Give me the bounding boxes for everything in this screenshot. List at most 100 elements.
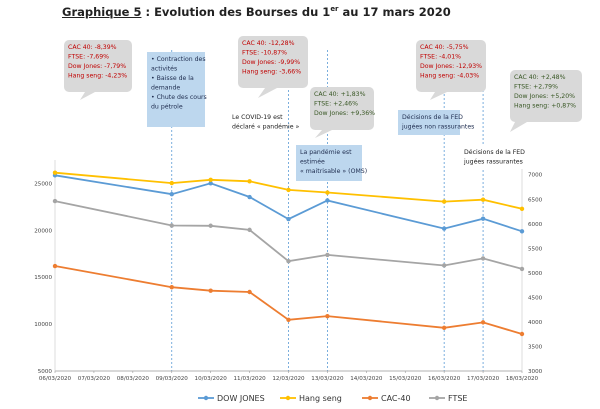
annotation-box-9: Décisions de la FED jugées rassurantes — [460, 145, 525, 169]
annotation-text: • Chute des cours — [151, 94, 207, 101]
x-tick-label: 15/03/2020 — [389, 376, 422, 382]
right-tick-label: 4500 — [528, 295, 543, 301]
data-point-hang-seng — [325, 190, 330, 195]
legend-marker-hang-seng — [285, 395, 291, 401]
annotation-text: Hang seng: -4,03% — [420, 73, 479, 80]
data-point-cac-40 — [208, 288, 213, 293]
legend-label-hang-seng: Hang seng — [299, 394, 342, 403]
annotation-text: estimée — [300, 158, 325, 166]
x-tick-label: 07/03/2020 — [78, 376, 111, 382]
data-point-cac-40 — [286, 317, 291, 322]
data-point-ftse — [169, 223, 174, 228]
x-tick-label: 08/03/2020 — [117, 376, 150, 382]
data-point-dow-jones — [169, 192, 174, 197]
annotation-background — [310, 87, 374, 130]
annotation-text: CAC 40: -8,39% — [68, 44, 117, 51]
annotation-box-2: CAC 40: -12,28% FTSE: -10,87% Dow Jones: -… — [238, 36, 308, 98]
data-point-dow-jones — [208, 181, 213, 186]
annotation-background — [147, 52, 205, 127]
annotation-box-1: • Contraction des activités • Baisse de l… — [147, 52, 207, 127]
left-tick-label: 10000 — [34, 322, 52, 328]
data-point-cac-40 — [52, 263, 58, 269]
annotation-box-4: CAC 40: +1,83% FTSE: +2,46% Dow Jones: +9,… — [310, 87, 375, 138]
annotation-box-3: Le COVID-19 est déclaré « pandémie » — [228, 110, 299, 135]
annotation-text: CAC 40: -12,28% — [242, 40, 295, 47]
data-point-hang-seng — [52, 170, 58, 175]
x-tick-label: 09/03/2020 — [156, 376, 189, 382]
annotation-background — [416, 40, 486, 92]
annotation-text: Dow Jones: +9,36% — [314, 110, 375, 117]
annotation-background — [64, 40, 132, 92]
annotation-pointer — [80, 92, 95, 100]
left-tick-label: 15000 — [34, 275, 52, 281]
x-tick-label: 12/03/2020 — [272, 376, 305, 382]
annotation-text: Dow Jones: -7,79% — [68, 63, 126, 70]
data-point-dow-jones — [480, 216, 486, 221]
data-point-ftse — [325, 252, 330, 258]
annotation-text: jugées rassurantes — [463, 158, 523, 166]
legend-marker-ftse — [434, 395, 440, 401]
annotation-text: Décisions de la FED — [402, 113, 463, 121]
annotation-text: CAC 40: +2,48% — [514, 74, 566, 81]
annotation-text: « maitrisable » (OMS) — [300, 168, 367, 175]
data-point-hang-seng — [480, 197, 486, 202]
annotation-text: CAC 40: -5,75% — [420, 44, 469, 51]
annotation-pointer — [258, 88, 277, 98]
annotation-text: FTSE: +2,79% — [514, 84, 558, 91]
annotation-text: FTSE: -4,01% — [420, 54, 461, 61]
annotation-text: déclaré « pandémie » — [232, 123, 299, 131]
annotation-text: FTSE: -7,69% — [68, 54, 109, 61]
annotation-background — [510, 70, 582, 122]
annotation-text: Hang seng: -4,23% — [68, 73, 127, 80]
data-point-ftse — [247, 227, 252, 233]
annotation-text: demande — [151, 85, 180, 92]
data-point-hang-seng — [286, 187, 291, 193]
annotation-box-7: Décisions de la FED jugées non rassurante… — [398, 110, 474, 135]
annotation-text: Dow Jones: -9,99% — [242, 59, 300, 66]
data-point-ftse — [208, 223, 213, 228]
x-tick-label: 17/03/2020 — [467, 376, 500, 382]
data-point-cac-40 — [325, 313, 330, 319]
data-point-ftse — [52, 198, 58, 204]
data-point-cac-40 — [247, 289, 252, 295]
chart-title-superscript: er — [330, 5, 339, 14]
data-point-ftse — [480, 256, 486, 261]
annotation-text: • Baisse de la — [151, 75, 194, 82]
chart-title-text: : Evolution des Bourses du 1 — [141, 5, 331, 19]
annotation-background — [228, 110, 286, 135]
legend-marker-dow-jones — [203, 395, 209, 401]
annotation-text: Dow Jones: +5,20% — [514, 93, 575, 100]
chart-title-number: Graphique 5 — [62, 5, 142, 19]
right-tick-label: 5500 — [528, 246, 543, 252]
chart-title: Graphique 5 : Evolution des Bourses du 1… — [62, 5, 451, 19]
data-point-cac-40 — [169, 285, 174, 290]
annotation-background — [460, 145, 524, 169]
data-point-ftse — [441, 263, 447, 268]
annotation-text: Hang seng: -3,66% — [242, 69, 301, 76]
annotation-background — [296, 145, 362, 181]
data-point-dow-jones — [286, 216, 291, 222]
annotation-text: CAC 40: +1,83% — [314, 91, 366, 98]
right-tick-label: 7000 — [528, 173, 543, 179]
annotation-pointer — [315, 130, 332, 138]
data-point-ftse — [286, 259, 291, 264]
annotation-box-6: CAC 40: -5,75% FTSE: -4,01% Dow Jones: -12… — [416, 40, 486, 100]
left-tick-label: 5000 — [38, 369, 53, 375]
annotation-pointer — [430, 92, 447, 100]
data-point-cac-40 — [480, 320, 486, 325]
legend-label-cac-40: CAC-40 — [381, 394, 411, 403]
annotation-text: La pandémie est — [300, 148, 352, 156]
data-point-hang-seng — [519, 206, 525, 212]
data-point-dow-jones — [519, 229, 525, 234]
data-point-dow-jones — [247, 194, 252, 200]
x-tick-label: 06/03/2020 — [39, 376, 72, 382]
data-point-ftse — [519, 266, 525, 272]
annotation-text: FTSE: -10,87% — [242, 50, 287, 57]
annotation-text: Hang seng: +0,87% — [514, 103, 576, 110]
right-tick-label: 4000 — [528, 320, 543, 326]
annotation-background — [398, 110, 460, 135]
annotation-background — [238, 36, 308, 88]
right-tick-label: 3500 — [528, 344, 543, 350]
annotation-text: jugées non rassurantes — [401, 123, 474, 131]
